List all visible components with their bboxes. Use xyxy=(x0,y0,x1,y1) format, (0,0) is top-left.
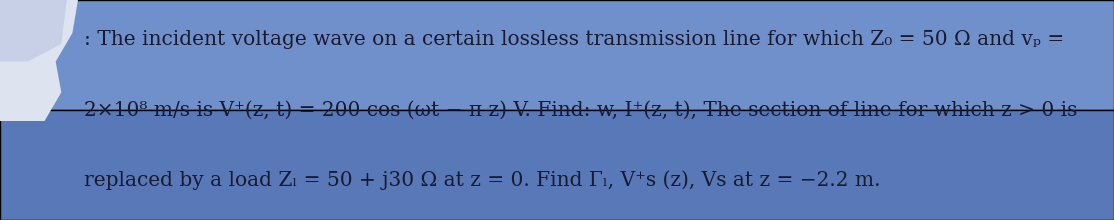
FancyBboxPatch shape xyxy=(0,110,1114,220)
Polygon shape xyxy=(0,0,78,121)
Text: replaced by a load Zₗ = 50 + j30 Ω at z = 0. Find Γₗ, V⁺s (z), Vs at z = −2.2 m.: replaced by a load Zₗ = 50 + j30 Ω at z … xyxy=(84,170,880,190)
Text: : The incident voltage wave on a certain lossless transmission line for which Z₀: : The incident voltage wave on a certain… xyxy=(84,30,1064,49)
Text: 2×10⁸ m/s is V⁺(z, t) = 200 cos (ωt − π z) V. Find: w, I⁺(z, t), The section of : 2×10⁸ m/s is V⁺(z, t) = 200 cos (ωt − π … xyxy=(84,101,1077,119)
Polygon shape xyxy=(0,0,67,62)
FancyBboxPatch shape xyxy=(0,0,1114,110)
